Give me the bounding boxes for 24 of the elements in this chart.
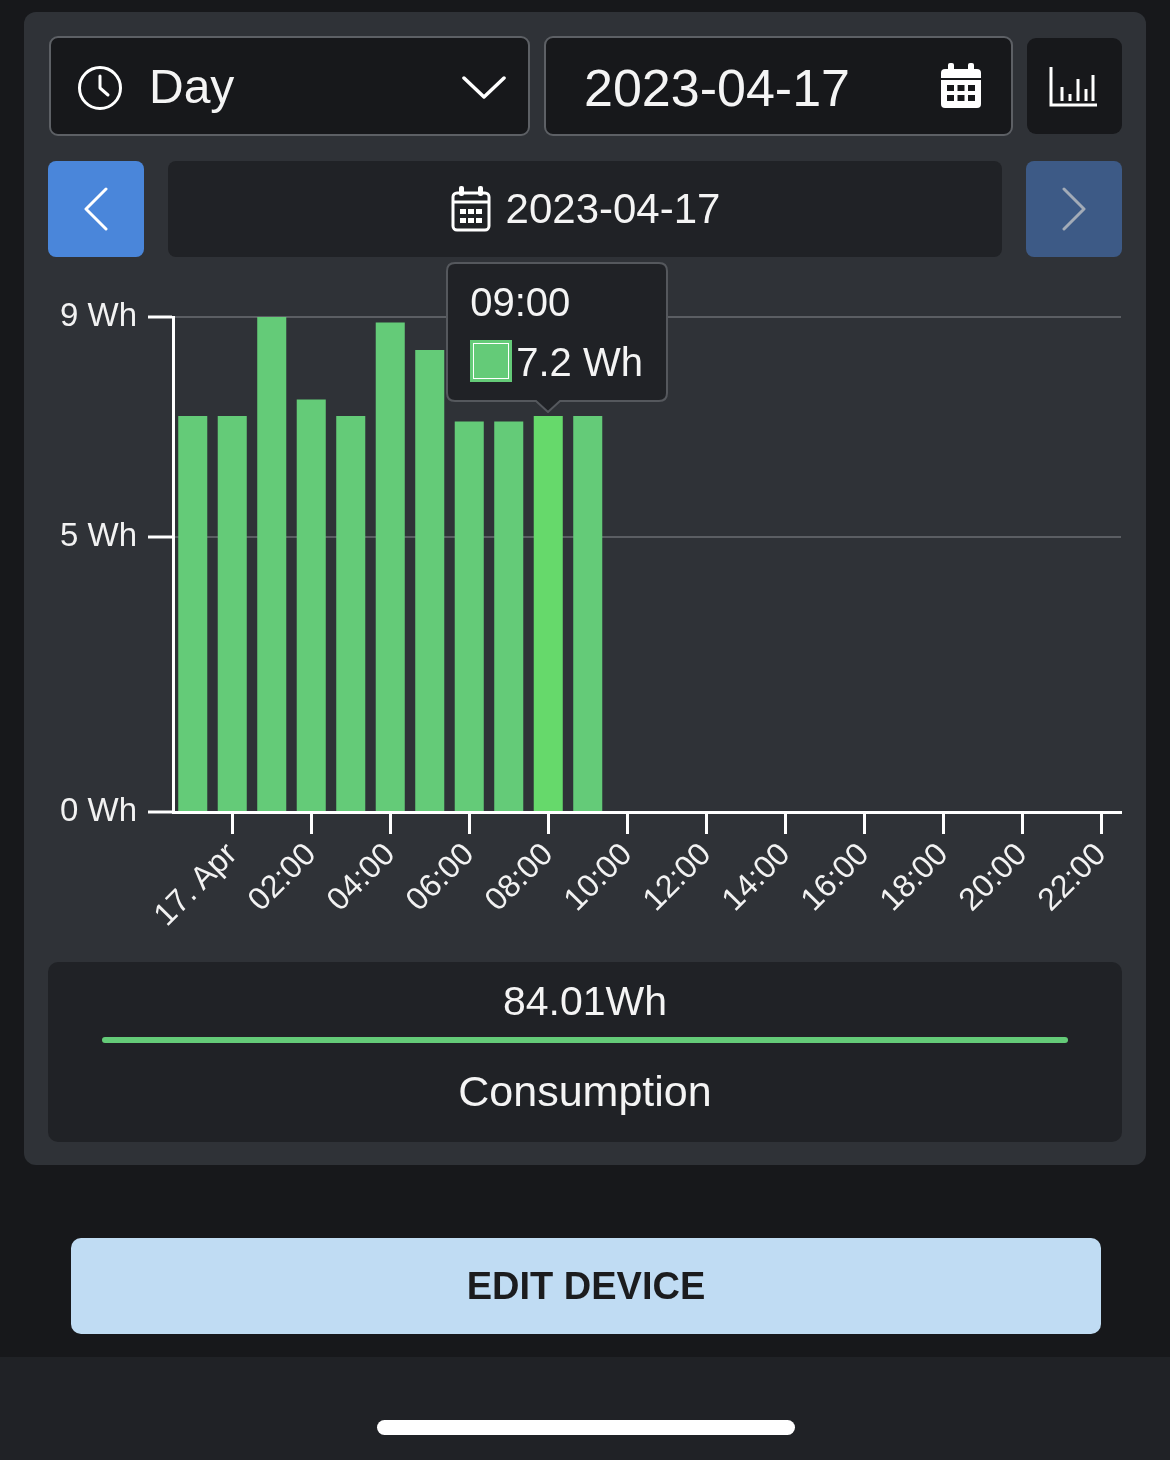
data-label: 7.2 Wh xyxy=(516,340,643,384)
edit-device-button: EDIT DEVICE xyxy=(71,1238,1101,1334)
bar xyxy=(494,421,524,811)
y-tick-label: 9 Wh xyxy=(59,296,137,334)
bar xyxy=(415,350,445,811)
date-display: 2023-04-17 xyxy=(168,161,1002,257)
bar xyxy=(336,416,366,811)
bar xyxy=(257,317,287,811)
bar xyxy=(454,421,484,811)
annotation: 09:00 xyxy=(470,280,571,324)
bar xyxy=(178,416,208,811)
date-field: 2023-04-17 xyxy=(544,36,1013,136)
bar xyxy=(217,416,247,811)
period-dropdown: Day xyxy=(49,36,530,136)
bar xyxy=(573,416,603,811)
x-tick-label: 17. Apr xyxy=(146,835,244,933)
y-tick-label: 5 Wh xyxy=(59,516,137,554)
legend-panel: 84.01Wh Consumption xyxy=(48,962,1122,1142)
chart-title: 2023-04-17 xyxy=(505,185,721,232)
tooltip: 09:00 7.2 Wh xyxy=(446,262,669,413)
bar xyxy=(533,416,563,811)
y-tick-label: 0 Wh xyxy=(59,791,137,829)
bar xyxy=(296,399,326,811)
bar xyxy=(375,322,405,811)
